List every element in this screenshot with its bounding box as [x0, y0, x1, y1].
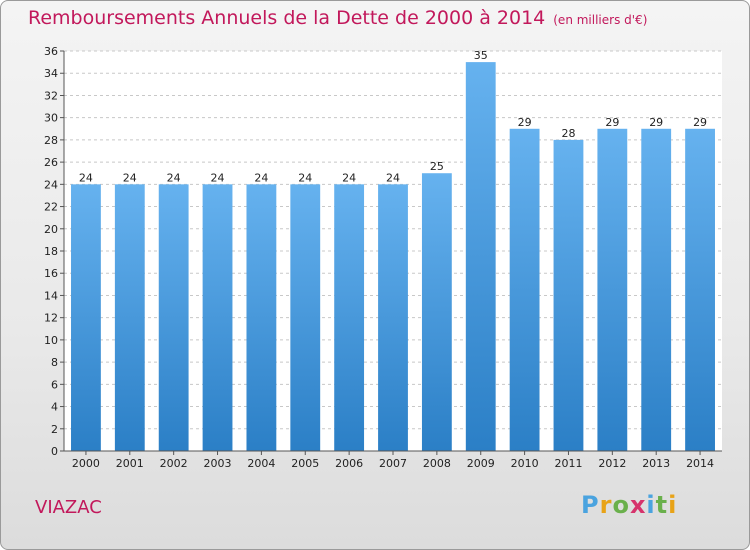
y-tick-label: 16 — [44, 267, 58, 280]
data-label-2011: 28 — [561, 127, 575, 140]
bar-2004 — [246, 184, 277, 452]
y-tick-label: 2 — [51, 423, 58, 436]
data-label-2003: 24 — [211, 171, 225, 184]
bar-2013 — [641, 128, 672, 451]
y-tick-label: 32 — [44, 89, 58, 102]
y-tick-label: 24 — [44, 178, 58, 191]
x-tick-label-2000: 2000 — [72, 457, 100, 470]
data-label-2014: 29 — [693, 116, 707, 129]
y-tick-label: 26 — [44, 156, 58, 169]
data-label-2006: 24 — [342, 171, 356, 184]
y-tick-label: 8 — [51, 356, 58, 369]
chart-title: Remboursements Annuels de la Dette de 20… — [28, 7, 647, 29]
y-tick-label: 6 — [51, 378, 58, 391]
y-tick-label: 22 — [44, 201, 58, 214]
bar-2001 — [114, 184, 145, 452]
y-tick-label: 36 — [44, 45, 58, 58]
x-tick-label-2011: 2011 — [554, 457, 582, 470]
x-tick-label-2007: 2007 — [379, 457, 407, 470]
bar-2003 — [202, 184, 233, 452]
bar-2011 — [553, 139, 584, 451]
place-name: VIAZAC — [35, 497, 102, 518]
x-tick-label-2014: 2014 — [686, 457, 714, 470]
chart-subtitle: (en milliers d'€) — [553, 13, 648, 27]
y-tick-label: 0 — [51, 445, 58, 458]
logo-letter: i — [668, 491, 678, 519]
bar-2012 — [597, 128, 628, 451]
y-tick-label: 10 — [44, 334, 58, 347]
data-label-2000: 24 — [79, 171, 93, 184]
bar-2000 — [71, 184, 101, 452]
data-label-2005: 24 — [298, 171, 312, 184]
data-labels: 24 24 24 24 24 24 24 24 25 35 29 28 29 29 29 — [79, 49, 707, 184]
axes — [60, 50, 722, 455]
y-tick-label: 4 — [51, 401, 58, 414]
bar-2010 — [509, 128, 540, 451]
y-tick-label: 12 — [44, 312, 58, 325]
data-label-2010: 29 — [518, 116, 532, 129]
x-tick-label-2012: 2012 — [598, 457, 626, 470]
x-tick-label-2010: 2010 — [511, 457, 539, 470]
x-tick-label-2008: 2008 — [423, 457, 451, 470]
bar-2009 — [465, 62, 496, 451]
logo-letter: i — [646, 491, 656, 519]
bars — [71, 62, 715, 452]
x-tick-label-2003: 2003 — [204, 457, 232, 470]
logo-letter: P — [581, 491, 600, 519]
data-label-2004: 24 — [254, 171, 268, 184]
logo-letter: o — [612, 491, 630, 519]
x-axis-labels: 2000 2001 2002 2003 2004 2005 2006 2007 2008 2009… — [72, 457, 714, 470]
bar-2007 — [378, 184, 408, 452]
y-tick-label: 18 — [44, 245, 58, 258]
x-tick-label-2001: 2001 — [116, 457, 144, 470]
y-tick-label: 20 — [44, 223, 58, 236]
logo-letter: x — [629, 491, 647, 519]
x-tick-label-2009: 2009 — [467, 457, 495, 470]
bar-2002 — [158, 184, 189, 452]
x-tick-label-2013: 2013 — [642, 457, 670, 470]
proxiti-logo: Proxiti — [581, 491, 677, 519]
y-tick-label: 30 — [44, 112, 58, 125]
data-label-2012: 29 — [605, 116, 619, 129]
data-label-2007: 24 — [386, 171, 400, 184]
bar-2006 — [334, 184, 365, 452]
data-label-2001: 24 — [123, 171, 137, 184]
x-tick-label-2006: 2006 — [335, 457, 363, 470]
x-tick-label-2004: 2004 — [247, 457, 275, 470]
data-label-2008: 25 — [430, 160, 444, 173]
bar-2008 — [421, 173, 452, 451]
logo-letter: t — [655, 491, 669, 519]
data-label-2009: 35 — [474, 49, 488, 62]
data-label-2013: 29 — [649, 116, 663, 129]
y-tick-label: 34 — [44, 67, 58, 80]
y-tick-label: 28 — [44, 134, 58, 147]
x-tick-label-2002: 2002 — [160, 457, 188, 470]
chart-title-text: Remboursements Annuels de la Dette de 20… — [28, 7, 546, 29]
logo-letter: r — [599, 491, 613, 519]
y-tick-label: 14 — [44, 289, 58, 302]
data-label-2002: 24 — [167, 171, 181, 184]
bar-2005 — [290, 184, 321, 452]
x-tick-label-2005: 2005 — [291, 457, 319, 470]
bar-2014 — [685, 128, 715, 451]
